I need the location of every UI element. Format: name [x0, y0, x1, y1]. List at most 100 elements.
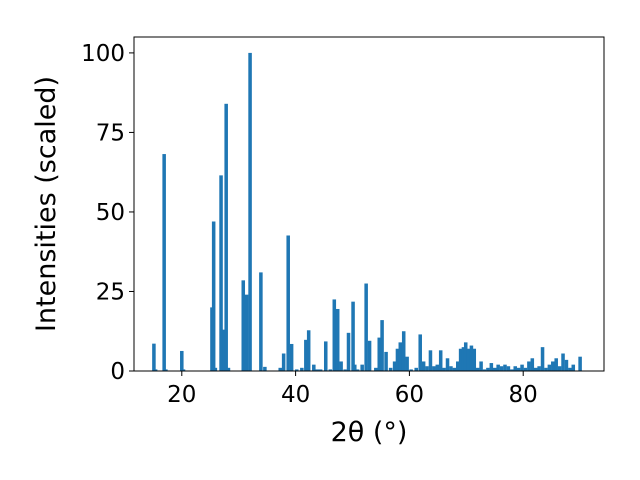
bar — [482, 369, 487, 371]
bar — [492, 367, 497, 371]
y-tick-label: 75 — [96, 120, 125, 146]
y-tick-label: 100 — [81, 41, 125, 67]
bar — [335, 308, 340, 371]
bar — [432, 366, 436, 371]
bar — [181, 369, 186, 371]
bar — [523, 367, 528, 371]
bar — [421, 361, 426, 371]
bar — [278, 367, 282, 371]
bar — [306, 330, 311, 371]
bar — [479, 361, 483, 371]
x-tick-label: 20 — [167, 382, 196, 408]
bar — [384, 351, 388, 371]
y-tick-label: 50 — [96, 200, 125, 226]
bar — [414, 367, 418, 371]
bar — [530, 358, 535, 371]
bar — [506, 366, 511, 371]
bar — [425, 366, 429, 371]
y-tick-label: 0 — [110, 359, 125, 385]
bar — [153, 369, 158, 371]
bar — [438, 350, 443, 371]
bar — [180, 350, 184, 371]
bar — [527, 361, 531, 371]
y-axis: 0 25 50 75 100 — [81, 41, 134, 385]
bar — [445, 358, 450, 371]
bar — [259, 272, 263, 371]
bar — [452, 367, 457, 371]
bar — [332, 299, 337, 371]
bar — [339, 361, 343, 371]
bar — [564, 359, 569, 371]
bar — [401, 331, 406, 371]
bar — [463, 342, 468, 371]
bar — [449, 366, 453, 371]
bar — [557, 366, 562, 371]
bar — [318, 369, 323, 371]
bar — [428, 350, 433, 371]
bar — [219, 175, 223, 371]
bar — [392, 361, 397, 371]
bar — [328, 369, 333, 371]
bar — [323, 341, 328, 371]
bar — [248, 52, 252, 372]
bar — [561, 353, 565, 371]
bar — [211, 221, 216, 371]
bar — [472, 348, 477, 371]
bar — [442, 367, 446, 371]
x-tick-label: 40 — [281, 382, 310, 408]
bar — [409, 369, 413, 371]
bar — [304, 339, 308, 371]
bar — [222, 329, 226, 371]
bar — [286, 235, 290, 371]
bar — [312, 364, 316, 371]
bar — [496, 364, 500, 371]
bar — [568, 367, 572, 371]
bar — [346, 332, 351, 371]
bar — [510, 369, 514, 371]
bar — [571, 364, 576, 371]
x-axis: 20 40 60 80 — [167, 371, 538, 408]
bar — [289, 343, 294, 371]
bar — [353, 364, 357, 371]
bar — [520, 364, 524, 371]
bar — [244, 294, 249, 371]
bar — [398, 342, 403, 371]
bars-group — [152, 52, 582, 372]
bar — [456, 361, 460, 371]
bar — [281, 353, 286, 371]
bar — [513, 366, 517, 371]
bar — [315, 369, 319, 371]
bar — [374, 367, 378, 371]
bar — [226, 367, 231, 371]
bar — [343, 369, 347, 371]
plot-area-frame — [133, 36, 605, 372]
bar — [578, 356, 582, 371]
x-tick-label: 80 — [509, 382, 538, 408]
bar — [241, 280, 246, 371]
bar — [380, 320, 384, 371]
bar — [355, 369, 360, 371]
bar — [162, 154, 166, 371]
bar — [499, 366, 504, 371]
bar — [486, 367, 490, 371]
bar — [395, 348, 400, 371]
bar — [418, 334, 422, 371]
x-tick-label: 60 — [395, 382, 424, 408]
bar — [551, 361, 555, 371]
bar — [516, 367, 521, 371]
bar — [263, 366, 267, 371]
bar — [458, 348, 463, 371]
bar — [489, 363, 494, 371]
bar — [294, 369, 299, 371]
bar — [540, 347, 545, 371]
bar — [351, 301, 355, 371]
bar — [469, 345, 474, 371]
bar — [388, 367, 393, 371]
bar — [435, 364, 440, 371]
bar — [537, 366, 541, 371]
bar — [164, 369, 168, 371]
bar — [503, 364, 507, 371]
y-tick-label: 25 — [96, 279, 125, 305]
